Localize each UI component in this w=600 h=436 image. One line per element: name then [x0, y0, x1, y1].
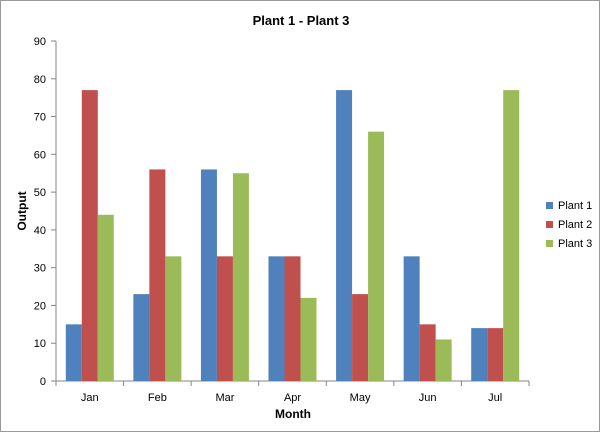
- x-tick-label: Apr: [284, 392, 301, 404]
- bar-plant-3-jun: [435, 339, 452, 381]
- y-tick-label: 60: [34, 149, 46, 161]
- chart-title: Plant 1 - Plant 3: [253, 13, 350, 28]
- bar-plant-2-jan: [81, 90, 98, 381]
- x-tick-label: Mar: [215, 392, 234, 404]
- y-tick-label: 50: [34, 187, 46, 199]
- legend-swatch: [546, 240, 553, 247]
- y-tick-label: 90: [34, 36, 46, 48]
- x-tick-label: Feb: [148, 392, 167, 404]
- bar-plant-2-may: [352, 294, 369, 381]
- bar-plant-3-mar: [232, 173, 249, 381]
- bar-plant-2-feb: [149, 169, 166, 381]
- legend-label: Plant 1: [558, 200, 592, 212]
- bar-plant-3-apr: [300, 297, 317, 381]
- bar-plant-1-mar: [200, 169, 217, 381]
- y-tick-label: 30: [34, 263, 46, 275]
- x-axis-title: Month: [275, 407, 311, 421]
- bar-plant-1-jul: [471, 328, 488, 381]
- bar-plant-1-jan: [65, 324, 82, 381]
- bar-plant-1-feb: [133, 294, 150, 381]
- bars: [65, 90, 520, 381]
- bar-plant-3-jan: [97, 214, 114, 381]
- bar-plant-3-feb: [165, 256, 182, 381]
- bar-plant-3-jul: [503, 90, 520, 381]
- x-tick-label: Jun: [419, 392, 437, 404]
- y-axis: 0 10 20 30 40 50 60 70 80 90: [34, 36, 57, 388]
- y-tick-label: 40: [34, 225, 46, 237]
- y-tick-label: 80: [34, 74, 46, 86]
- bar-plant-2-jul: [487, 328, 504, 381]
- bar-plant-1-jun: [403, 256, 420, 381]
- x-axis: Jan Feb Mar Apr May Jun Jul: [55, 380, 530, 404]
- bar-plant-2-jun: [419, 324, 436, 381]
- legend-swatch: [546, 202, 553, 209]
- bar-plant-2-mar: [216, 256, 233, 381]
- bar-plant-2-apr: [284, 256, 301, 381]
- bar-plant-3-may: [368, 131, 385, 381]
- legend-label: Plant 2: [558, 219, 592, 231]
- bar-plant-1-may: [336, 90, 353, 381]
- x-tick-label: May: [350, 392, 371, 404]
- y-tick-label: 10: [34, 338, 46, 350]
- legend: Plant 1 Plant 2 Plant 3: [546, 200, 592, 250]
- x-tick-label: Jul: [488, 392, 502, 404]
- y-tick-label: 70: [34, 112, 46, 124]
- x-tick-label: Jan: [81, 392, 99, 404]
- y-tick-label: 0: [40, 376, 46, 388]
- legend-label: Plant 3: [558, 238, 592, 250]
- y-axis-title: Output: [15, 191, 29, 230]
- y-tick-label: 20: [34, 300, 46, 312]
- legend-swatch: [546, 221, 553, 228]
- bar-plant-1-apr: [268, 256, 285, 381]
